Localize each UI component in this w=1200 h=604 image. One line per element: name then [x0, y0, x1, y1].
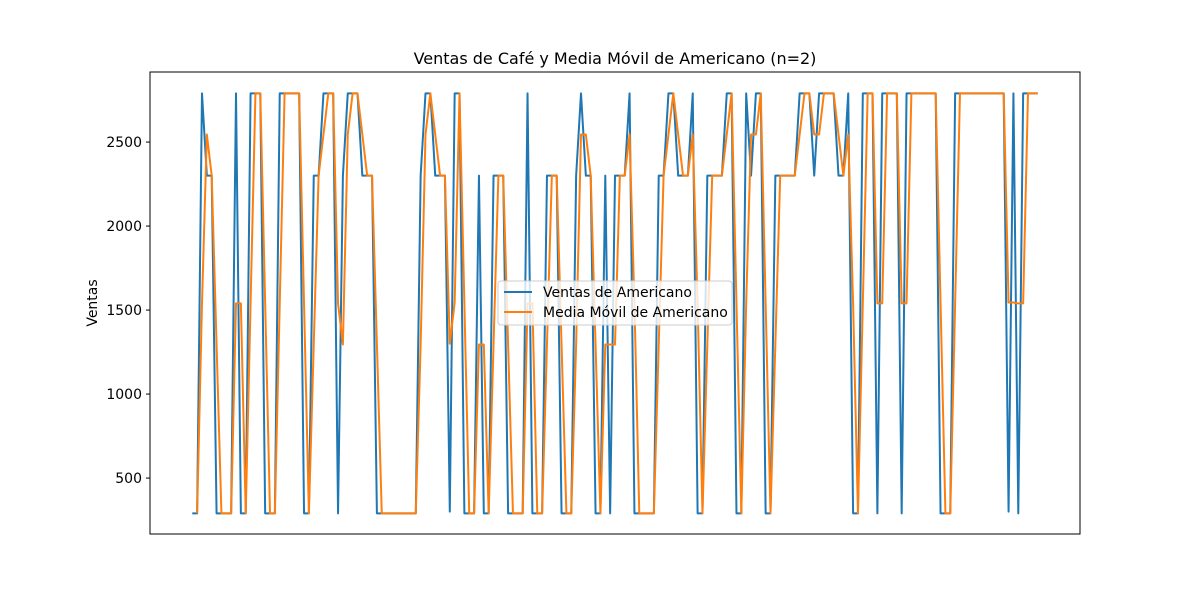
y-axis-label: Ventas: [85, 279, 101, 326]
legend-label: Ventas de Americano: [543, 285, 692, 301]
y-tick-label: 1500: [106, 303, 142, 319]
y-tick-label: 2500: [106, 135, 142, 151]
y-tick-label: 500: [115, 471, 142, 487]
chart-title: Ventas de Café y Media Móvil de American…: [414, 49, 817, 68]
y-tick-label: 1000: [106, 387, 142, 403]
legend-box: [497, 280, 733, 326]
y-tick-label: 2000: [106, 219, 142, 235]
legend-label: Media Móvil de Americano: [543, 305, 728, 321]
series-line: [196, 92, 1038, 515]
plot-frame: [149, 71, 1081, 535]
